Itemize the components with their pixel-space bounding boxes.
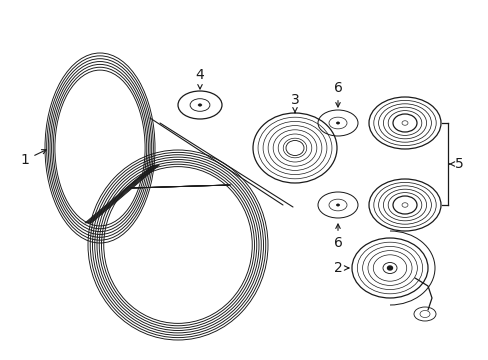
Text: 4: 4 xyxy=(195,68,204,89)
Text: 6: 6 xyxy=(333,224,342,250)
Text: 1: 1 xyxy=(20,150,46,167)
Ellipse shape xyxy=(336,204,339,206)
Text: 5: 5 xyxy=(454,157,463,171)
Text: 2: 2 xyxy=(333,261,348,275)
Ellipse shape xyxy=(198,104,202,106)
Ellipse shape xyxy=(386,266,392,270)
Ellipse shape xyxy=(336,122,339,124)
Text: 3: 3 xyxy=(290,93,299,113)
Text: 6: 6 xyxy=(333,81,342,107)
